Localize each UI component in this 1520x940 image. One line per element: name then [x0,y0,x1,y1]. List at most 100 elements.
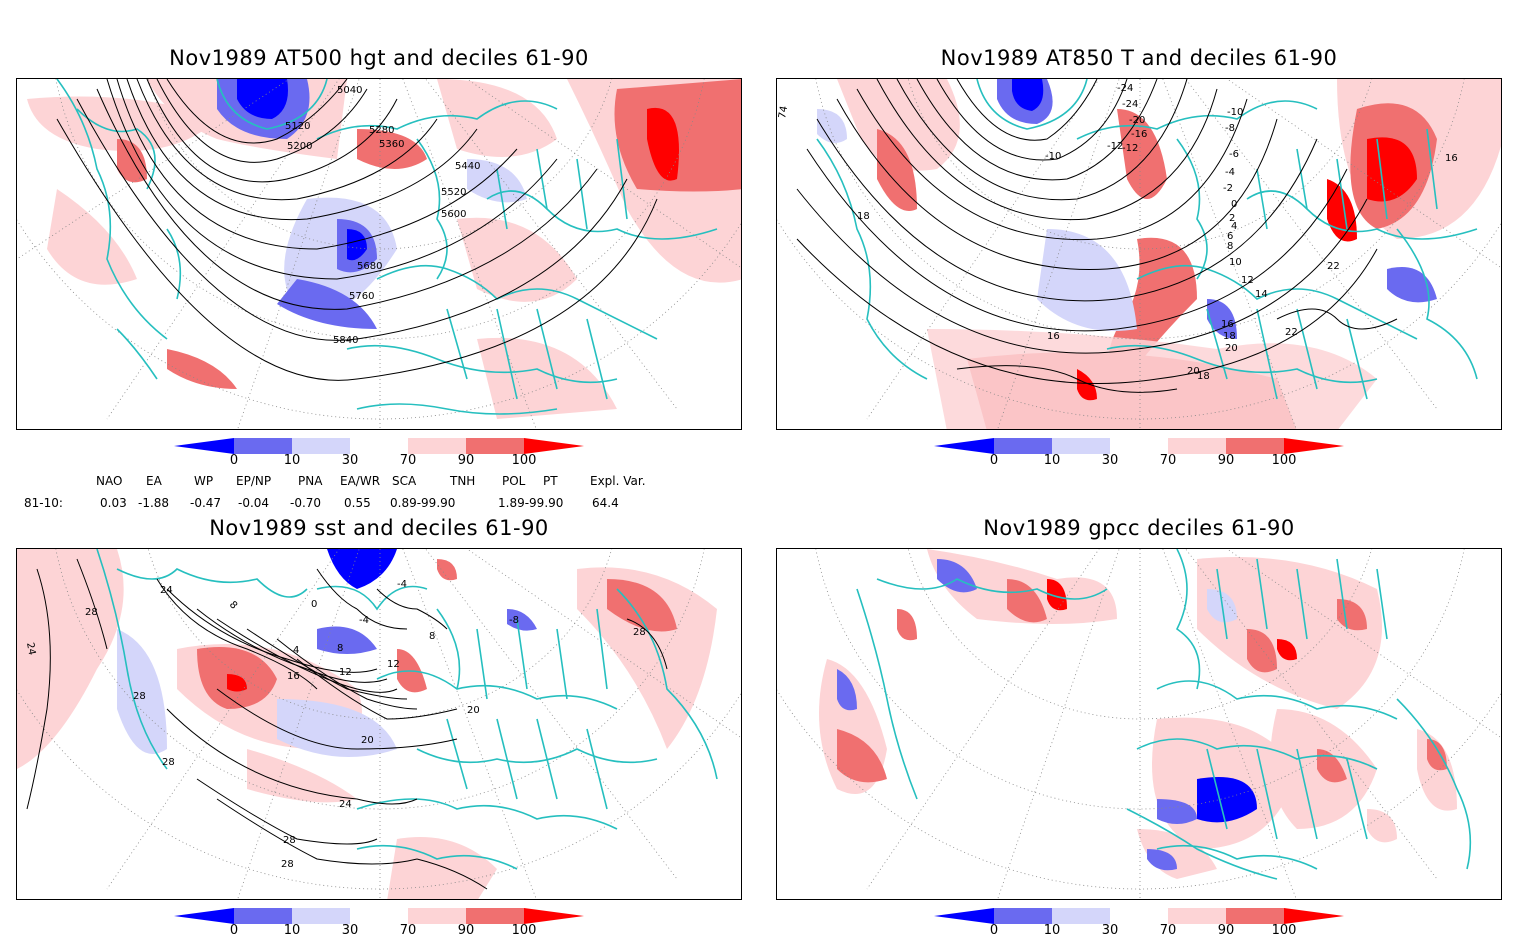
graticule [777,549,1501,899]
index-header: POL [502,474,526,488]
colorbar-tick: 70 [399,453,417,468]
colorbar-hgt500: 0 10 30 70 90 100 [174,438,594,468]
colorbar-tick: 30 [1101,923,1119,938]
contour-label: -4 [397,579,407,590]
contour-label: 20 [1225,343,1238,354]
contour-label: 6 [1227,231,1233,242]
panel-title-t850: Nov1989 AT850 T and deciles 61-90 [940,46,1338,70]
coastlines [56,79,718,415]
index-row-label: 81-10: [24,496,63,510]
contour-label: -12 [1122,143,1138,154]
index-value: 64.4 [592,496,619,510]
graticule [17,549,741,899]
colorbar-tick: 100 [1271,923,1297,938]
colorbar-tick: 0 [989,453,999,468]
contour-label: -2 [1223,183,1233,194]
index-value: -0.70 [290,496,322,510]
contour-label: 24 [24,642,37,656]
index-header: SCA [392,474,417,488]
contour-label: 5760 [349,291,374,302]
contour-label: 16 [1047,331,1060,342]
map-panel-sst: 24 28 24 28 28 28 28 24 20 20 16 12 8 4 … [16,548,742,900]
colorbar-gpcc: 0 10 30 70 90 100 [934,908,1354,938]
colorbar-tick: 100 [1271,453,1297,468]
index-header: EA [146,474,162,488]
contour-label: 74 [777,105,790,119]
contour-label: 0 [1231,199,1237,210]
contour-label: 18 [1197,371,1210,382]
contour-label: 0 [311,599,317,610]
decile-shading [17,549,717,899]
index-header: Expl. Var. [590,474,646,488]
panel-title-sst: Nov1989 sst and deciles 61-90 [209,516,549,540]
contour-label: 22 [1285,327,1298,338]
contour-label: 16 [1221,319,1234,330]
panel-title-hgt500: Nov1989 AT500 hgt and deciles 61-90 [169,46,589,70]
decile-shading [819,549,1457,879]
index-value: 0.03 [100,496,127,510]
contour-label: -6 [1229,149,1239,160]
index-header: PNA [298,474,323,488]
index-header: NAO [96,474,123,488]
index-value: 0.55 [344,496,371,510]
colorbar-tick: 10 [1043,923,1061,938]
contour-label: 28 [281,859,294,870]
decile-shading [27,79,741,419]
temperature-contours [796,79,1398,393]
colorbar-tick: 90 [1217,923,1235,938]
contour-label: 12 [387,659,400,670]
colorbar-swatches [934,908,1344,924]
contour-label: 14 [1255,289,1268,300]
contour-label: 28 [283,835,296,846]
contour-label: 5680 [357,261,382,272]
contour-label: -8 [1225,123,1235,134]
colorbar-tick: 0 [989,923,999,938]
contour-label: 5520 [441,187,466,198]
contour-label: 5600 [441,209,466,220]
contour-label: -12 [1107,141,1123,152]
index-value: 0.89-99.90 [390,496,456,510]
colorbar-tick: 30 [341,923,359,938]
contour-label: 8 [337,643,343,654]
colorbar-tick: 70 [1159,453,1177,468]
contour-label: 22 [1327,261,1340,272]
contour-label: 2 [1229,213,1235,224]
graticule [17,79,741,429]
index-value: -0.04 [238,496,270,510]
contour-label: 20 [361,735,374,746]
contour-label: 8 [227,599,239,611]
contour-label: 5440 [455,161,480,172]
index-header: WP [194,474,214,488]
contour-label: -24 [1117,83,1133,94]
colorbar-swatches [174,438,584,454]
contour-label: 28 [85,607,98,618]
contour-label: 5840 [333,335,358,346]
contour-label: 5360 [379,139,404,150]
contour-label: -4 [359,615,369,626]
contour-label: 18 [1223,331,1236,342]
colorbar-tick: 70 [399,923,417,938]
index-header: PT [543,474,558,488]
contour-label: 20 [467,705,480,716]
contour-label: -10 [1227,107,1243,118]
contour-label: 16 [287,671,300,682]
colorbar-tick: 0 [229,923,239,938]
contour-labels: 5040 5120 5200 5280 5360 5440 5520 5600 … [285,85,480,346]
contour-label: 5200 [287,141,312,152]
colorbar-sst: 0 10 30 70 90 100 [174,908,594,938]
contour-label: 24 [339,799,352,810]
contour-label: 5120 [285,121,310,132]
sst-contours [26,558,668,890]
colorbar-tick: 100 [511,453,537,468]
contour-label: 12 [339,667,352,678]
colorbar-swatches [174,908,584,924]
map-panel-t850: -24 -24 -20 -16 -12 -10 -8 -6 -4 -2 0 2 … [776,78,1502,430]
coastlines [856,549,1472,880]
colorbar-t850: 0 10 30 70 90 100 [934,438,1354,468]
colorbar-tick: 10 [283,453,301,468]
decile-shading [817,79,1501,429]
contour-label: 4 [1231,221,1237,232]
contour-label: 16 [1445,153,1458,164]
contour-label: 28 [633,627,646,638]
colorbar-tick: 10 [1043,453,1061,468]
